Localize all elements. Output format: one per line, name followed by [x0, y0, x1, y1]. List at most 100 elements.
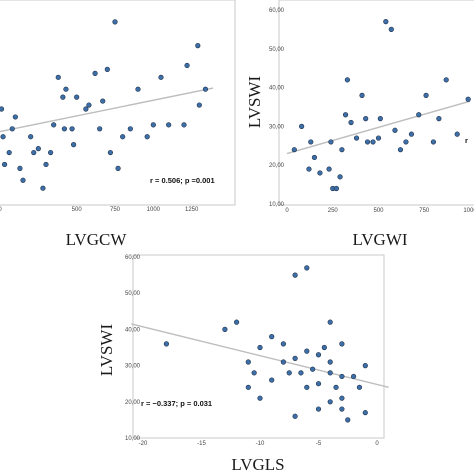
data-point: [443, 77, 449, 83]
data-point: [47, 149, 54, 156]
data-point: [327, 359, 333, 365]
data-point: [40, 185, 46, 191]
data-point: [135, 86, 141, 92]
data-point: [158, 74, 164, 80]
data-point: [20, 177, 26, 183]
data-point: [234, 319, 240, 325]
data-point: [304, 265, 310, 271]
x-tick-label: 250: [328, 208, 339, 214]
x-tick-label: 0: [285, 208, 289, 214]
y-tick-label: 40,00: [125, 327, 141, 333]
x-tick-label: 750: [419, 208, 430, 214]
plot-frame: [278, 0, 474, 206]
data-point: [60, 94, 66, 100]
data-point: [257, 395, 263, 401]
data-point: [245, 359, 251, 365]
x-tick-label: 1250: [185, 207, 199, 213]
y-tick-label: 20,00: [269, 163, 285, 169]
data-point: [317, 170, 323, 176]
data-point: [0, 134, 6, 140]
data-point: [328, 139, 334, 145]
data-point: [28, 134, 34, 140]
y-axis-label: LVSWI: [97, 324, 116, 377]
fit-line: [286, 100, 471, 155]
data-point: [339, 406, 345, 412]
data-point: [127, 126, 133, 132]
data-point: [333, 384, 339, 390]
data-point: [430, 139, 437, 145]
data-point: [315, 352, 322, 358]
data-point: [112, 19, 118, 25]
x-axis-label: LVGCW: [66, 230, 128, 249]
data-point: [304, 384, 310, 390]
data-point: [184, 62, 190, 69]
data-point: [196, 102, 202, 108]
data-point: [339, 395, 345, 401]
data-point: [436, 116, 442, 122]
data-point: [308, 139, 314, 145]
data-point: [375, 135, 382, 141]
data-point: [306, 166, 312, 172]
y-axis-label: LVSWI: [245, 76, 264, 129]
x-tick-label: -10: [256, 441, 265, 447]
y-tick-labels: 10,00 20,00 30,00 40,00 50,00 60,00: [269, 8, 285, 208]
data-point: [257, 344, 263, 351]
x-tick-label: 1000: [463, 208, 474, 214]
data-point: [181, 122, 187, 128]
data-point: [17, 165, 23, 171]
data-point: [423, 92, 429, 98]
data-points: [163, 265, 368, 423]
data-point: [353, 135, 360, 141]
data-point: [359, 92, 365, 98]
data-point: [416, 112, 422, 118]
x-tick-labels: 0 250 500 750 1000: [285, 208, 474, 214]
data-point: [280, 359, 287, 365]
y-tick-label: 10,00: [269, 202, 285, 208]
y-tick-label: 50,00: [125, 291, 141, 297]
data-point: [0, 106, 5, 112]
x-axis-label: LVGWI: [352, 230, 407, 249]
panel-lvgls: -20 -15 -10 -5 0 10,00 20,00 30,00 40,00 50,00 60…: [97, 254, 389, 474]
data-point: [12, 114, 18, 120]
data-point: [397, 147, 404, 153]
data-point: [291, 147, 297, 153]
x-tick-labels: 0 500 750 1000 1250: [0, 207, 199, 213]
data-point: [55, 74, 61, 80]
data-point: [327, 370, 333, 376]
data-point: [286, 370, 292, 376]
data-point: [100, 98, 106, 104]
x-tick-label: -5: [316, 441, 322, 447]
data-point: [339, 373, 345, 380]
correlation-annotation: r: [465, 136, 468, 145]
data-point: [9, 126, 15, 132]
x-tick-labels: -20 -15 -10 -5 0: [139, 441, 380, 447]
y-tick-label: 20,00: [125, 400, 141, 406]
panel-lvgwi: 0 250 500 750 1000 10,00 20,00 30,00 40,00 50,00…: [245, 0, 474, 249]
data-points: [0, 19, 209, 191]
data-point: [351, 373, 357, 380]
data-point: [454, 131, 460, 137]
x-tick-label: -20: [139, 441, 148, 447]
x-tick-label: 1000: [147, 207, 161, 213]
data-point: [74, 94, 80, 100]
data-point: [344, 77, 350, 83]
data-point: [251, 370, 257, 376]
data-point: [92, 70, 98, 76]
data-point: [345, 417, 351, 423]
data-point: [465, 96, 471, 102]
data-point: [269, 334, 275, 340]
data-point: [63, 86, 69, 92]
data-point: [408, 131, 415, 137]
data-point: [356, 384, 363, 390]
data-point: [107, 149, 113, 156]
data-point: [51, 122, 57, 128]
data-point: [31, 149, 37, 156]
data-point: [163, 341, 169, 347]
data-point: [370, 139, 376, 145]
y-tick-labels: 10,00 20,00 30,00 40,00 50,00 60,00: [125, 255, 141, 442]
data-point: [43, 161, 49, 168]
data-point: [69, 126, 75, 132]
y-tick-label: 60,00: [125, 255, 141, 261]
data-point: [104, 66, 110, 72]
data-point: [280, 341, 287, 347]
